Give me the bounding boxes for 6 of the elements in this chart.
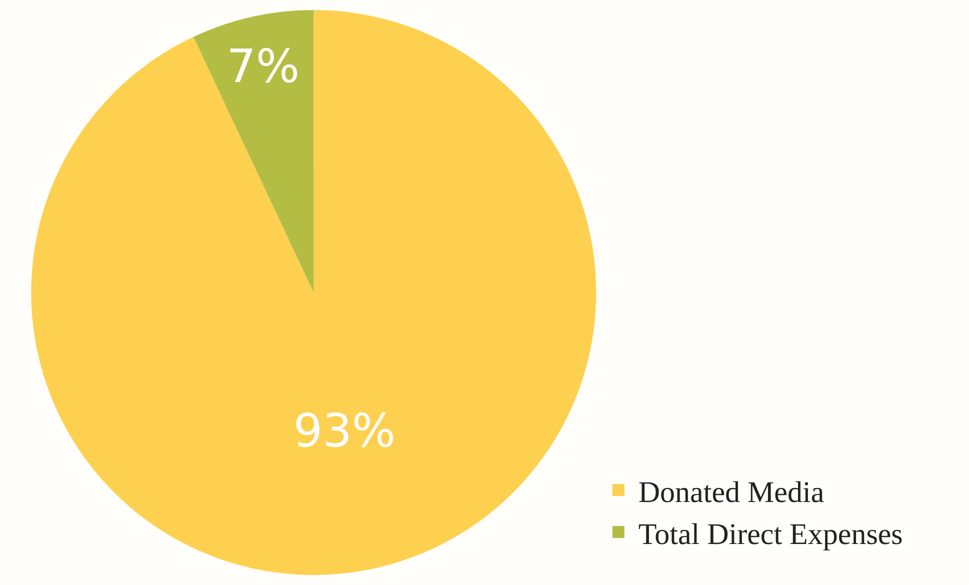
legend-label: Total Direct Expenses: [638, 518, 903, 551]
data-label: 7%: [226, 39, 300, 94]
pie-slice: [31, 10, 596, 575]
data-label: 93%: [293, 403, 396, 458]
legend-label: Donated Media: [638, 476, 824, 509]
pie-slice: [193, 10, 314, 292]
